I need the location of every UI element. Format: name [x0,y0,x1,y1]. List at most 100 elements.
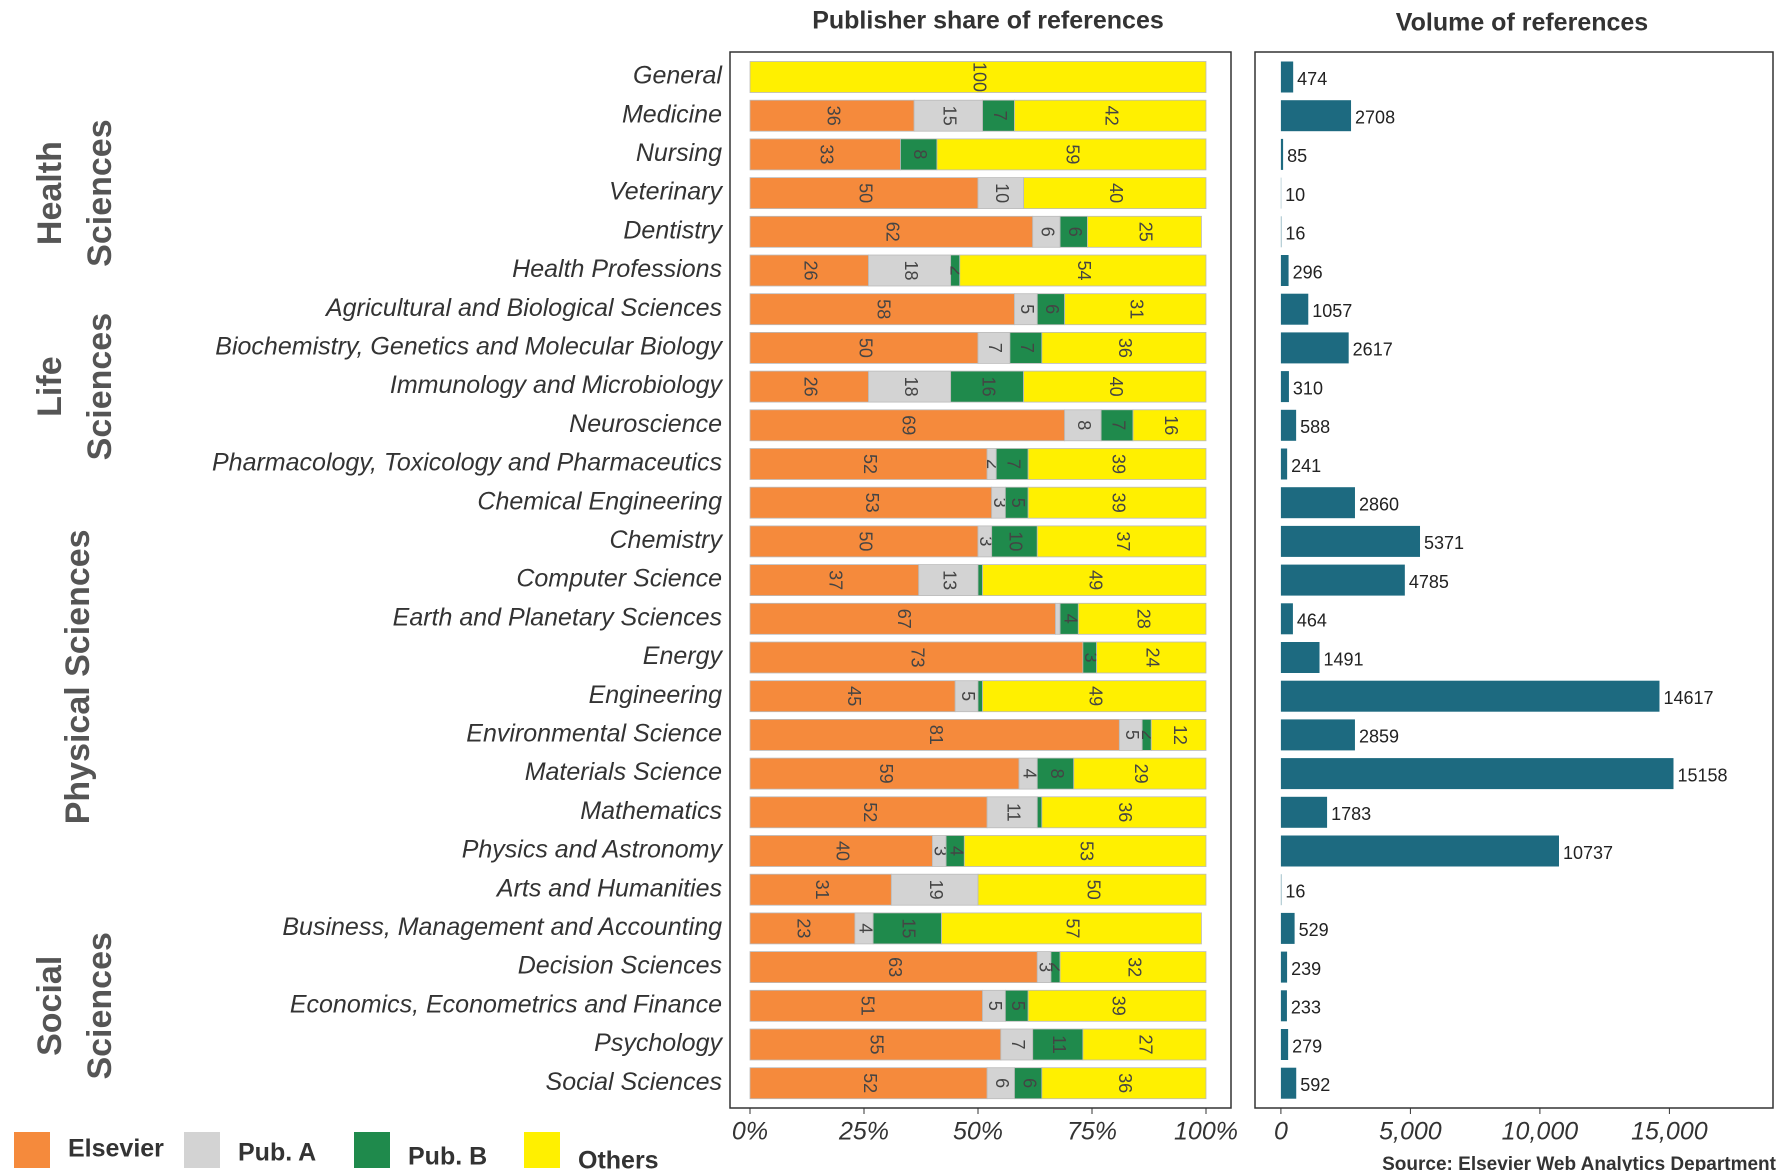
data-label: 36 [1115,1073,1135,1093]
bar-segment [749,254,869,287]
data-label: 3 [990,498,1010,508]
category-label: Immunology and Microbiology [390,371,724,399]
data-label: 40 [1106,377,1126,397]
data-label: 2860 [1359,494,1399,514]
data-label: 50 [855,183,875,203]
bar-segment [749,525,979,558]
data-label: 15 [940,106,960,126]
data-label: 3 [930,846,950,856]
data-label: 55 [867,1034,887,1054]
bar-segment [1014,99,1207,132]
bar-segment [1027,486,1207,519]
data-label: 13 [940,570,960,590]
category-label: Veterinary [609,178,724,206]
data-label: 5 [1122,730,1142,740]
data-label: 6 [1038,227,1058,237]
bar-segment [900,138,938,171]
bar [1280,1067,1297,1099]
bar [1280,409,1297,441]
bar-segment [1077,602,1207,635]
data-label: 40 [1106,183,1126,203]
data-label: 73 [908,647,928,667]
data-label: 100 [969,62,989,92]
data-label: 296 [1293,262,1323,282]
data-label: 529 [1299,920,1329,940]
data-label: 310 [1293,378,1323,398]
data-label: 464 [1297,611,1327,631]
category-label: Mathematics [580,797,722,825]
data-label: 36 [1115,802,1135,822]
bar-segment [977,564,983,596]
bar-segment [991,525,1038,558]
data-label: 16 [1161,415,1181,435]
bar-segment [749,796,988,829]
bar-segment [749,912,856,945]
bar [1280,371,1289,403]
bar-segment [1000,1028,1034,1061]
data-label: 52 [860,1073,880,1093]
category-label: Chemistry [609,526,723,554]
category-label: Computer Science [516,565,722,593]
data-label: 49 [1086,686,1106,706]
bar-segment [1150,719,1207,751]
bar-segment [1027,989,1207,1022]
x-tick-label: 75% [1067,1118,1117,1146]
bar-segment [749,1028,1002,1061]
bar [1280,603,1293,635]
bar [1280,487,1355,519]
bar-segment [986,1067,1015,1100]
data-label: 2 [1138,730,1158,740]
bar-segment [977,331,1011,364]
bar-segment [1096,641,1207,674]
legend-swatch [524,1132,560,1168]
category-label: Materials Science [525,758,722,786]
data-label: 7 [1017,343,1037,353]
data-label: 8 [910,149,930,159]
data-label: 6 [1042,304,1062,314]
category-label: Medicine [622,100,722,128]
legend-label: Elsevier [68,1135,164,1163]
data-label: 4785 [1409,572,1449,592]
x-tick-label: 25% [838,1118,889,1146]
data-label: 15158 [1677,765,1727,785]
group-label: Life [31,356,69,416]
data-label: 59 [1063,144,1083,164]
bar-segment [1059,215,1088,248]
bar [1280,990,1287,1022]
bar-segment [941,912,1202,945]
data-label: 36 [823,106,843,126]
data-label: 40 [832,841,852,861]
bar-segment [749,138,901,171]
data-label: 10 [1006,531,1026,551]
data-label: 474 [1297,69,1327,89]
category-label: Dentistry [623,216,723,244]
bar-segment [950,370,1025,403]
bar-segment [749,215,1034,248]
source-note: Source: Elsevier Web Analytics Departmen… [1382,1154,1777,1171]
category-label: Biochemistry, Genetics and Molecular Bio… [215,333,723,361]
data-label: 6 [992,1078,1012,1088]
data-label: 5 [958,691,978,701]
bar-segment [1064,409,1102,442]
group-label: Sciences [81,932,119,1079]
data-label: 2 [1047,962,1067,972]
data-label: 39 [1108,493,1128,513]
data-label: 7 [985,343,1005,353]
bar-segment [1041,331,1207,364]
data-label: 33 [816,144,836,164]
bar-segment [982,99,1015,132]
bar [1280,951,1288,983]
data-label: 6 [1065,227,1085,237]
data-label: 8 [1047,769,1067,779]
data-label: 5 [1008,1001,1028,1011]
data-label: 52 [860,454,880,474]
bar-segment [749,757,1020,790]
bar-segment [1036,525,1207,558]
data-label: 10 [992,183,1012,203]
bar-segment [1073,757,1207,790]
category-label: Earth and Planetary Sciences [393,603,722,631]
data-label: 3 [1035,962,1055,972]
bar-segment [868,254,952,287]
legend-swatch [14,1132,50,1168]
data-label: 7 [1003,459,1023,469]
